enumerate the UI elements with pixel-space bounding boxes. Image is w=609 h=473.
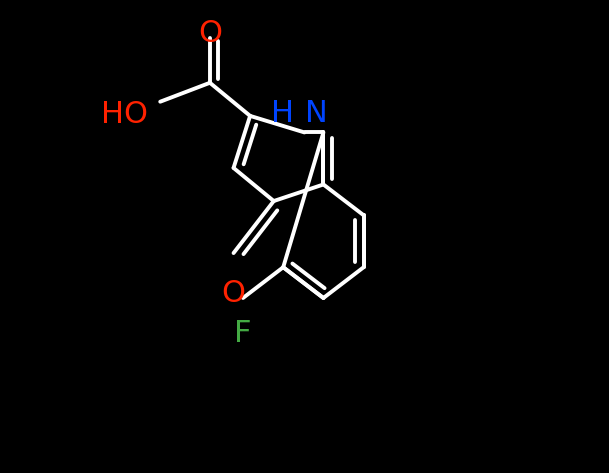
Text: O: O	[198, 18, 222, 48]
Text: HO: HO	[101, 100, 148, 130]
Text: O: O	[222, 279, 245, 308]
Text: H: H	[270, 99, 294, 128]
Text: F: F	[234, 319, 252, 348]
Text: N: N	[306, 99, 328, 128]
